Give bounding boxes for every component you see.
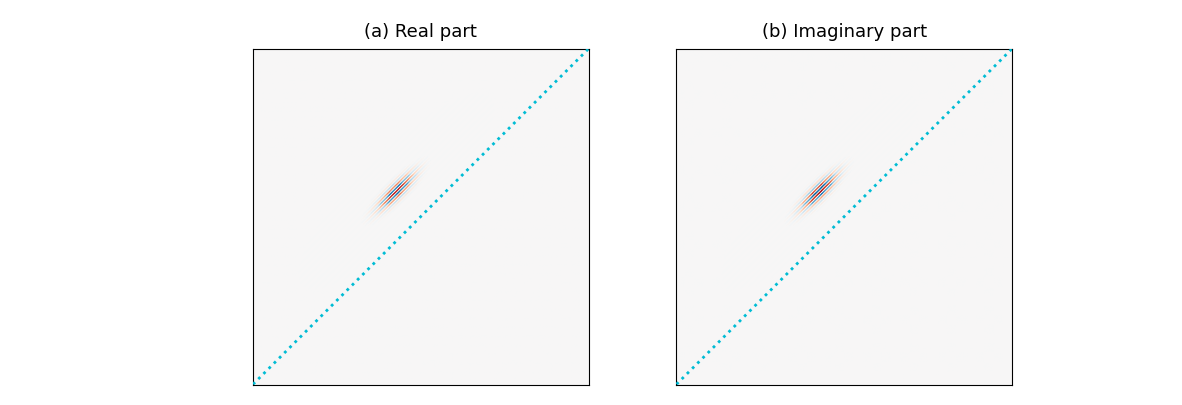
Title: (b) Imaginary part: (b) Imaginary part	[761, 23, 927, 41]
Title: (a) Real part: (a) Real part	[364, 23, 478, 41]
